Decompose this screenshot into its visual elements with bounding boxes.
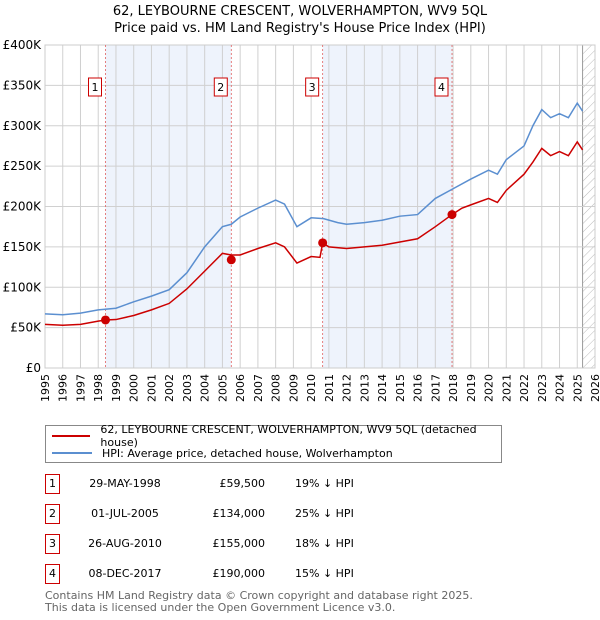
sale-price: £155,000 <box>212 537 266 550</box>
chart-subtitle: Price paid vs. HM Land Registry's House … <box>114 21 486 36</box>
x-tick-label: 2009 <box>287 374 300 402</box>
legend-swatch-red <box>52 435 91 437</box>
y-tick-label: £200K <box>3 200 43 214</box>
sale-number-badge: 1 <box>45 474 60 494</box>
x-tick-label: 2012 <box>341 374 354 402</box>
x-tick-label: 2025 <box>571 374 584 402</box>
x-tick-label: 2021 <box>500 374 513 402</box>
sale-point <box>101 315 110 325</box>
sale-row: 1 29-MAY-1998 £59,500 19% ↓ HPI <box>45 474 445 494</box>
x-tick-label: 2014 <box>376 374 389 402</box>
y-tick-label: £400K <box>3 38 43 52</box>
plot-border <box>44 44 596 369</box>
sale-hpi-diff: 18% ↓ HPI <box>295 537 354 550</box>
sale-hpi-diff: 19% ↓ HPI <box>295 477 354 490</box>
sale-date: 01-JUL-2005 <box>91 507 159 520</box>
x-tick-label: 2015 <box>394 374 407 402</box>
y-tick-label: £100K <box>3 280 43 294</box>
x-tick-label: 2007 <box>252 374 265 402</box>
sale-date: 26-AUG-2010 <box>88 537 162 550</box>
x-tick-label: 1998 <box>92 374 105 402</box>
sale-label: 4 <box>438 81 445 94</box>
legend-label: 62, LEYBOURNE CRESCENT, WOLVERHAMPTON, W… <box>100 423 477 449</box>
x-tick-label: 2017 <box>429 374 442 402</box>
sale-price: £59,500 <box>219 477 266 490</box>
sale-label-box <box>305 77 320 97</box>
sale-point <box>318 238 328 248</box>
sale-label: 3 <box>309 81 316 94</box>
sale-label-box <box>434 77 449 97</box>
y-tick-label: £350K <box>3 78 43 92</box>
price-chart: 1995 1996 1997 1998 1999 2000 2001 2002 2003 2004… <box>3 38 600 402</box>
x-tick-label: 2019 <box>465 374 478 402</box>
x-tick-label: 2016 <box>412 374 425 402</box>
y-tick-label: £250K <box>3 159 43 173</box>
legend-swatch-blue <box>52 452 92 454</box>
legend-label: HPI: Average price, detached house, Wolv… <box>102 446 393 460</box>
sale-label-box <box>88 77 102 97</box>
y-tick-label: £300K <box>3 119 43 133</box>
x-tick-label: 2020 <box>483 374 496 402</box>
x-tick-label: 2024 <box>554 374 567 402</box>
x-tick-label: 2011 <box>323 374 336 402</box>
footer-licence: This data is licensed under the Open Gov… <box>45 601 396 614</box>
y-tick-label: £50K <box>10 321 42 335</box>
footer-copyright: Contains HM Land Registry data © Crown c… <box>45 589 473 602</box>
x-tick-label: 2004 <box>199 374 212 402</box>
x-tick-label: 2000 <box>128 374 141 402</box>
legend-item-property: 62, LEYBOURNE CRESCENT, WOLVERHAMPTON, W… <box>46 423 501 449</box>
x-tick-label: 2023 <box>536 374 549 402</box>
x-tick-label: 1995 <box>39 374 52 402</box>
x-tick-label: 1997 <box>74 374 87 402</box>
sale-row: 4 08-DEC-2017 £190,000 15% ↓ HPI <box>45 564 445 584</box>
legend-item-hpi: HPI: Average price, detached house, Wolv… <box>46 445 393 461</box>
sale-date: 29-MAY-1998 <box>89 477 161 490</box>
sale-hpi-diff: 15% ↓ HPI <box>295 567 354 580</box>
sale-date: 08-DEC-2017 <box>88 567 162 580</box>
sale-point <box>447 210 457 220</box>
x-tick-label: 2013 <box>358 374 371 402</box>
x-tick-label: 2022 <box>518 374 531 402</box>
sale-hpi-diff: 25% ↓ HPI <box>295 507 354 520</box>
sale-label: 1 <box>92 81 99 94</box>
hpi-line <box>44 101 584 316</box>
sale-label: 2 <box>217 81 224 94</box>
sale-label-box <box>213 77 228 97</box>
x-tick-label: 2003 <box>181 374 194 402</box>
x-tick-label: 2002 <box>163 374 176 402</box>
sale-row: 3 26-AUG-2010 £155,000 18% ↓ HPI <box>45 534 445 554</box>
sale-number-badge: 2 <box>45 504 60 524</box>
x-tick-label: 2001 <box>145 374 158 402</box>
x-tick-label: 2010 <box>305 374 318 402</box>
y-tick-label: £150K <box>3 240 43 254</box>
sale-point <box>226 255 236 265</box>
sale-number-badge: 4 <box>45 564 60 584</box>
x-tick-label: 2018 <box>447 374 460 402</box>
sale-number-badge: 3 <box>45 534 60 554</box>
x-tick-label: 2006 <box>234 374 247 402</box>
y-tick-label: £0 <box>26 361 41 375</box>
sale-row: 2 01-JUL-2005 £134,000 25% ↓ HPI <box>45 504 445 524</box>
legend: 62, LEYBOURNE CRESCENT, WOLVERHAMPTON, W… <box>45 423 502 463</box>
x-tick-label: 1996 <box>57 374 70 402</box>
x-tick-label: 1999 <box>110 374 123 402</box>
x-tick-label: 2005 <box>216 374 229 402</box>
sale-price: £190,000 <box>212 567 266 580</box>
x-tick-label: 2026 <box>589 374 600 402</box>
sale-price: £134,000 <box>212 507 266 520</box>
chart-title: 62, LEYBOURNE CRESCENT, WOLVERHAMPTON, W… <box>112 4 488 19</box>
x-tick-label: 2008 <box>270 374 283 402</box>
